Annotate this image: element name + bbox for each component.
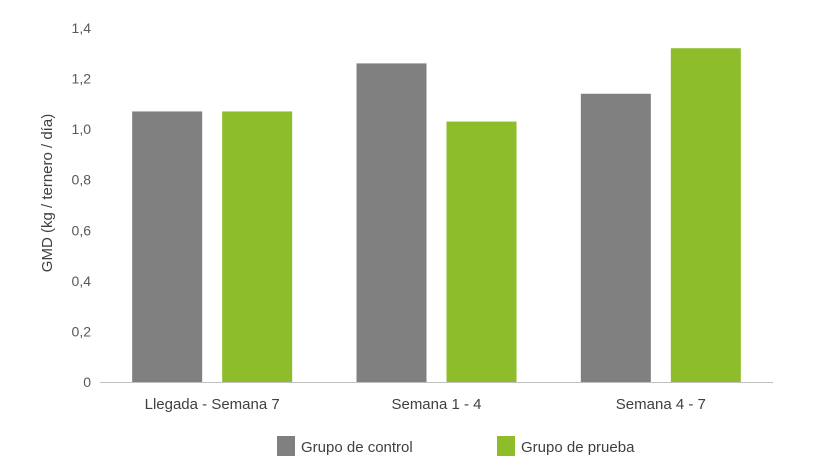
y-tick-label: 1,0 [72, 121, 92, 137]
legend-label-prueba: Grupo de prueba [521, 439, 635, 456]
bar-prueba-1 [446, 121, 517, 383]
x-category-label: Semana 4 - 7 [616, 396, 706, 413]
legend-label-control: Grupo de control [301, 439, 413, 456]
bar-prueba-2 [670, 48, 741, 382]
bar-prueba-0 [222, 111, 293, 382]
y-tick-label: 0 [83, 374, 91, 390]
y-tick-label: 0,4 [72, 273, 92, 289]
x-axis: Llegada - Semana 7 Semana 1 - 4 Semana 4 -… [100, 382, 773, 413]
y-tick-label: 1,4 [72, 20, 92, 36]
bars-group [132, 48, 741, 383]
y-tick-label: 1,2 [72, 71, 92, 87]
bar-control-0 [132, 111, 203, 382]
y-axis: 0 0,2 0,4 0,6 0,8 1,0 1,2 1,4 [72, 20, 92, 390]
y-tick-label: 0,8 [72, 172, 92, 188]
y-tick-label: 0,2 [72, 323, 92, 339]
legend: Grupo de control Grupo de prueba [277, 436, 635, 456]
x-category-label: Semana 1 - 4 [391, 396, 481, 413]
y-tick-label: 0,6 [72, 222, 92, 238]
y-axis-label: GMD (kg / ternero / día) [39, 114, 56, 272]
bar-control-2 [580, 93, 651, 382]
legend-swatch-prueba [497, 436, 515, 456]
legend-swatch-control [277, 436, 295, 456]
bar-control-1 [356, 63, 427, 383]
x-category-label: Llegada - Semana 7 [145, 396, 280, 413]
